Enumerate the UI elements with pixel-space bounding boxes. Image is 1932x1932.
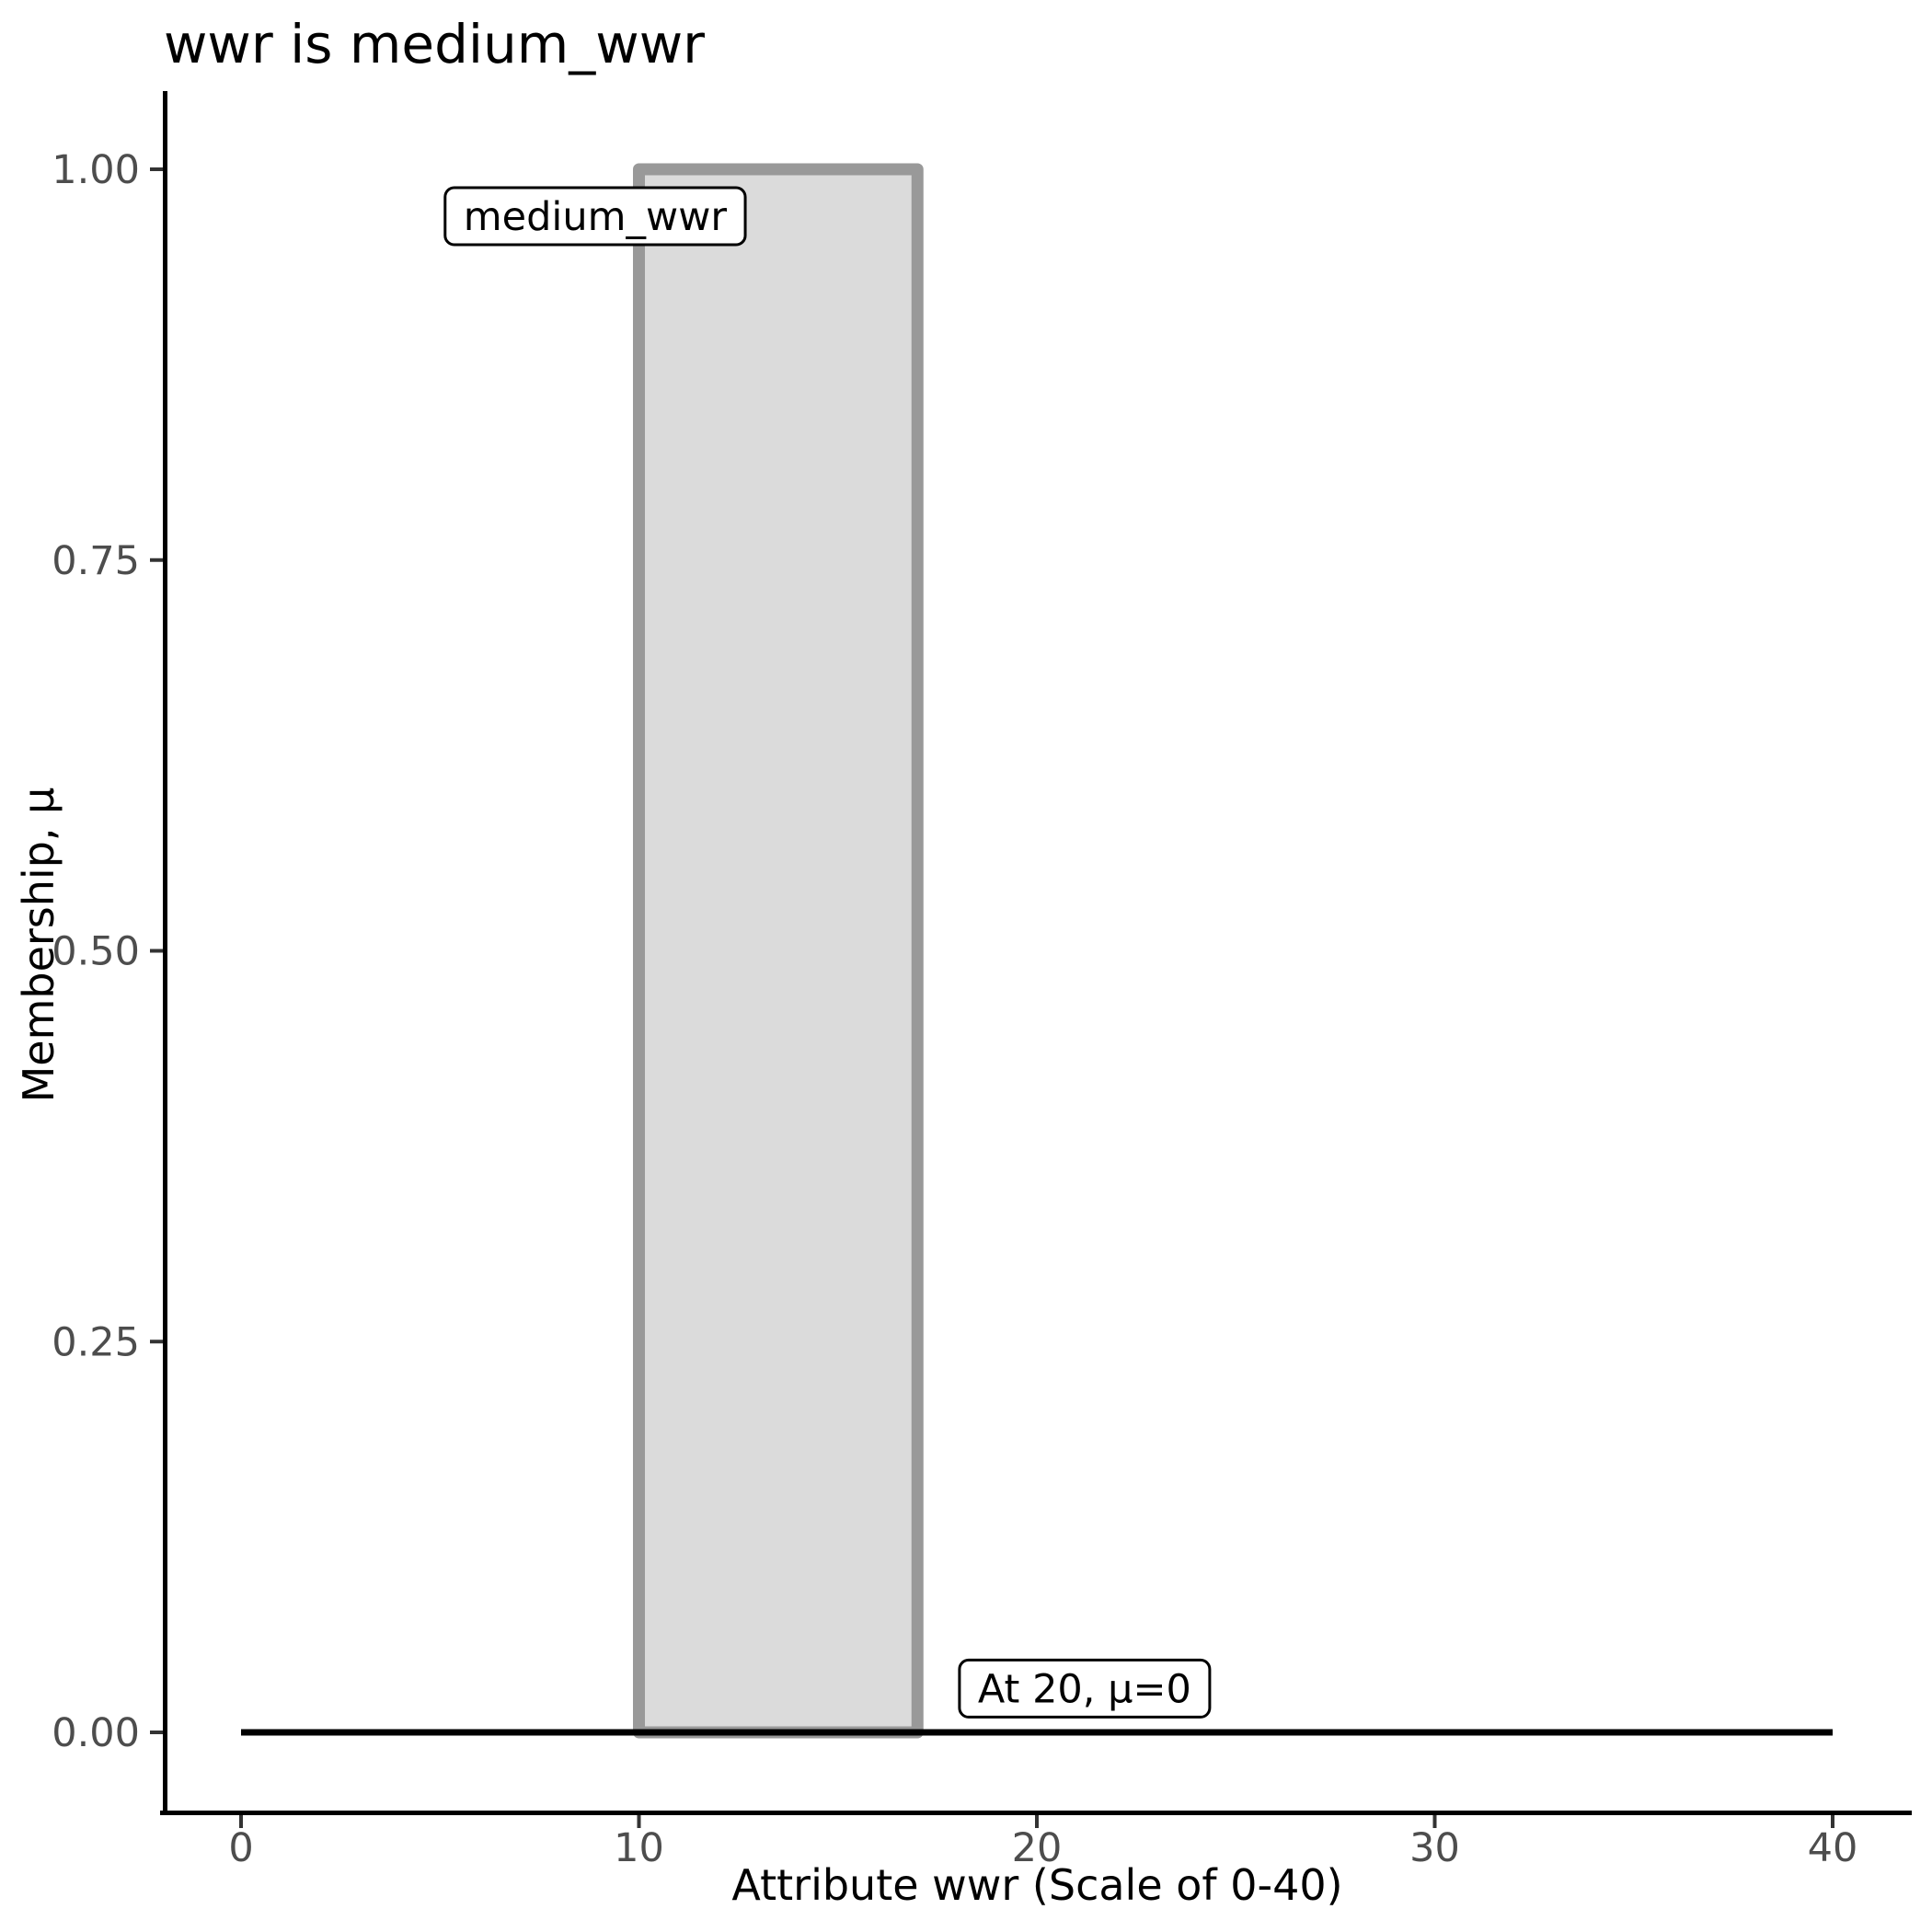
y-tick-label: 1.00	[52, 147, 140, 193]
x-tick-label: 20	[1012, 1825, 1063, 1871]
y-tick-label: 0.50	[52, 929, 140, 975]
fuzzy-set-rect	[633, 163, 924, 1739]
x-axis-title: Attribute wwr (Scale of 0-40)	[731, 1860, 1343, 1910]
annotation-box	[443, 186, 747, 247]
y-axis-title: Membership, μ	[14, 787, 63, 1103]
annotation-text: At 20, μ=0	[978, 1666, 1191, 1712]
x-tick-label: 10	[614, 1825, 664, 1871]
x-tick-label: 40	[1808, 1825, 1858, 1871]
annotation-box	[958, 1658, 1212, 1719]
annotation-label: medium_wwr	[443, 186, 747, 247]
y-tick-label: 0.25	[52, 1319, 140, 1365]
x-tick-label: 30	[1409, 1825, 1460, 1871]
annotation-label: At 20, μ=0	[958, 1658, 1212, 1719]
y-tick-label: 0.75	[52, 538, 140, 584]
y-tick-label: 0.00	[52, 1710, 140, 1756]
x-tick-label: 0	[228, 1825, 253, 1871]
annotation-text: medium_wwr	[464, 194, 728, 240]
chart-title: wwr is medium_wwr	[164, 13, 706, 75]
